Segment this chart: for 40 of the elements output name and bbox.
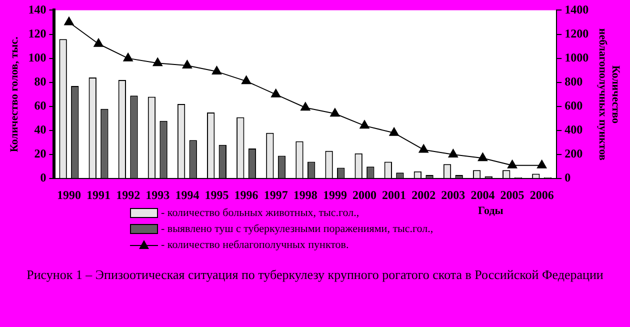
x-tick-label: 1992 [116, 188, 140, 202]
x-tick-label: 2006 [530, 188, 554, 202]
x-tick-label: 2001 [382, 188, 406, 202]
legend-label: - количество больных животных, тыс.гол., [161, 206, 360, 221]
y2-axis-title: Количество неблагополучных пунктов [596, 28, 622, 160]
text: Рисунок 1 – Эпизоотическая ситуация по туберкулезу крупного рогатого скота в Российской Федерации [26, 266, 604, 284]
y-tick-label: 80 [34, 74, 46, 88]
legend-label: - количество неблагополучных пунктов. [161, 238, 349, 253]
legend-label: - выявлено туш с туберкулезными поражениями, тыс.гол., [161, 222, 434, 237]
x-tick-label: 1999 [322, 188, 347, 202]
y-tick-label: 140 [28, 2, 46, 16]
y-tick-label: 40 [34, 122, 46, 137]
y-tick-label: 60 [34, 98, 46, 113]
y2-tick-label: 200 [564, 146, 583, 161]
y2-tick-label: 1400 [564, 2, 589, 16]
x-tick-label: 1996 [234, 188, 258, 202]
y-tick-label: 0 [40, 170, 46, 185]
x-tick-label: 1990 [56, 188, 81, 202]
x-tick-label: 1997 [264, 188, 288, 202]
y2-tick-label: 0 [564, 170, 571, 185]
x-tick-label: 1995 [204, 188, 229, 202]
y2-tick-label: 400 [564, 122, 583, 137]
y2-tick-label: 1200 [564, 26, 589, 40]
y-axis-title: Количество голов, тыс. [8, 36, 20, 152]
y2-tick-label: 800 [564, 74, 583, 88]
x-tick-label: 2002 [412, 188, 436, 202]
x-tick-label: 2000 [352, 188, 377, 202]
x-tick-label: 1994 [175, 188, 200, 202]
x-tick-label: 1993 [146, 188, 170, 202]
y-tick-label: 120 [28, 26, 46, 40]
x-axis-title: Годы [478, 205, 504, 217]
y2-tick-label: 1000 [564, 50, 589, 64]
x-tick-label: 2003 [441, 188, 466, 202]
y-tick-label: 100 [28, 50, 46, 64]
y-tick-label: 20 [34, 146, 46, 161]
x-tick-label: 1991 [86, 188, 111, 202]
x-tick-label: 2004 [470, 188, 495, 202]
x-tick-label: 1998 [293, 188, 318, 202]
y2-tick-label: 600 [564, 98, 583, 113]
x-tick-label: 2005 [500, 188, 524, 202]
